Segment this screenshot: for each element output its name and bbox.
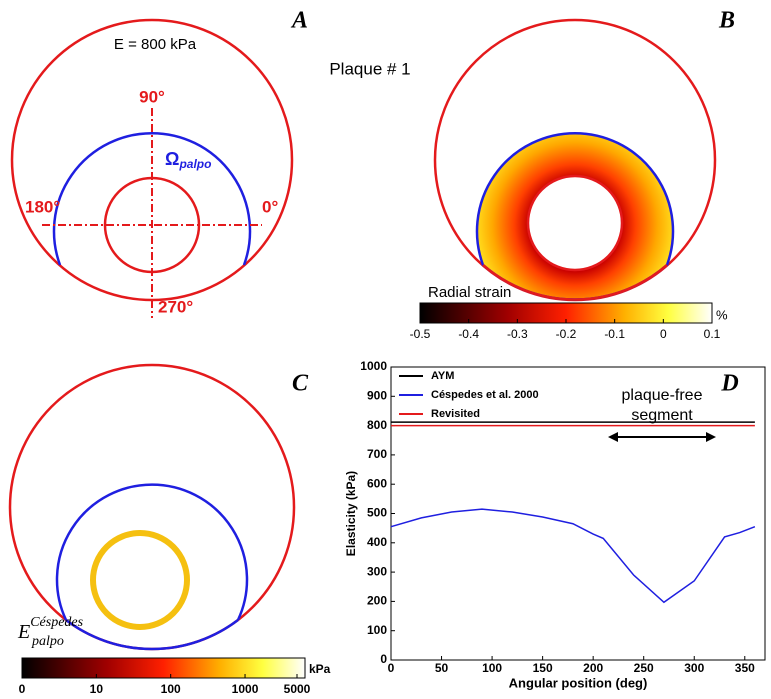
annotation: plaque-free <box>622 387 703 404</box>
panel-letter: D <box>720 371 738 397</box>
angle-label: 270° <box>158 297 193 316</box>
y-tick-label: 200 <box>367 594 387 608</box>
y-tick-label: 0 <box>380 652 387 666</box>
lumen <box>526 174 624 272</box>
y-tick-label: 100 <box>367 623 387 637</box>
outer-wall-lower <box>482 264 668 301</box>
annotation: segment <box>631 407 693 424</box>
x-tick-label: 50 <box>435 661 449 675</box>
angle-label: 90° <box>139 87 165 106</box>
x-axis-label: Angular position (deg) <box>509 675 648 690</box>
x-tick-label: 350 <box>735 661 755 675</box>
elasticity-symbol: ECéspedes palpo <box>17 615 84 649</box>
colorbar-unit: % <box>716 307 728 322</box>
palpo-region <box>55 483 249 621</box>
colorbar-tick-label: 5000 <box>284 682 311 696</box>
x-tick-label: 0 <box>388 661 395 675</box>
colorbar-tick-label: 0.1 <box>704 327 721 341</box>
outer-wall <box>8 363 296 651</box>
y-tick-label: 500 <box>367 506 387 520</box>
plaque-title: Plaque # 1 <box>329 59 410 78</box>
panel-letter: C <box>292 371 309 397</box>
legend-label: Revisited <box>431 408 480 420</box>
y-tick-label: 400 <box>367 535 387 549</box>
colorbar-tick-label: -0.2 <box>556 327 577 341</box>
x-tick-label: 100 <box>482 661 502 675</box>
series-line <box>390 508 756 604</box>
panel-letter: B <box>718 8 735 34</box>
colorbar-label: Radial strain <box>428 284 511 301</box>
y-tick-label: 700 <box>367 447 387 461</box>
x-tick-label: 200 <box>583 661 603 675</box>
y-tick-label: 600 <box>367 476 387 490</box>
legend-label: AYM <box>431 370 454 382</box>
palpo-region <box>52 131 252 266</box>
colorbar-unit: kPa <box>309 662 331 676</box>
region-label: Ωpalpo <box>165 149 211 171</box>
colorbar-tick-label: -0.3 <box>507 327 528 341</box>
colorbar-tick-label: 10 <box>90 682 104 696</box>
elasticity-ring <box>90 530 190 630</box>
panel-letter: A <box>290 8 308 34</box>
y-tick-label: 1000 <box>360 359 387 373</box>
colorbar-tick-label: -0.4 <box>458 327 479 341</box>
colorbar-tick-label: 1000 <box>232 682 259 696</box>
colorbar-tick-label: 0 <box>660 327 667 341</box>
colorbar <box>21 657 306 679</box>
x-tick-label: 150 <box>533 661 553 675</box>
colorbar-tick-label: 0 <box>19 682 26 696</box>
y-tick-label: 900 <box>367 388 387 402</box>
palpo-region-lower <box>65 619 239 651</box>
y-tick-label: 800 <box>367 418 387 432</box>
x-tick-label: 250 <box>634 661 654 675</box>
x-tick-label: 300 <box>684 661 704 675</box>
colorbar-tick-label: -0.1 <box>604 327 625 341</box>
modulus-label: E = 800 kPa <box>114 36 197 53</box>
y-axis-label: Elasticity (kPa) <box>344 471 358 556</box>
y-tick-label: 300 <box>367 564 387 578</box>
colorbar-tick-label: 100 <box>161 682 181 696</box>
legend-label: Céspedes et al. 2000 <box>431 389 539 401</box>
angle-label: 180° <box>25 197 60 216</box>
colorbar-tick-label: -0.5 <box>410 327 431 341</box>
angle-label: 0° <box>262 197 278 216</box>
